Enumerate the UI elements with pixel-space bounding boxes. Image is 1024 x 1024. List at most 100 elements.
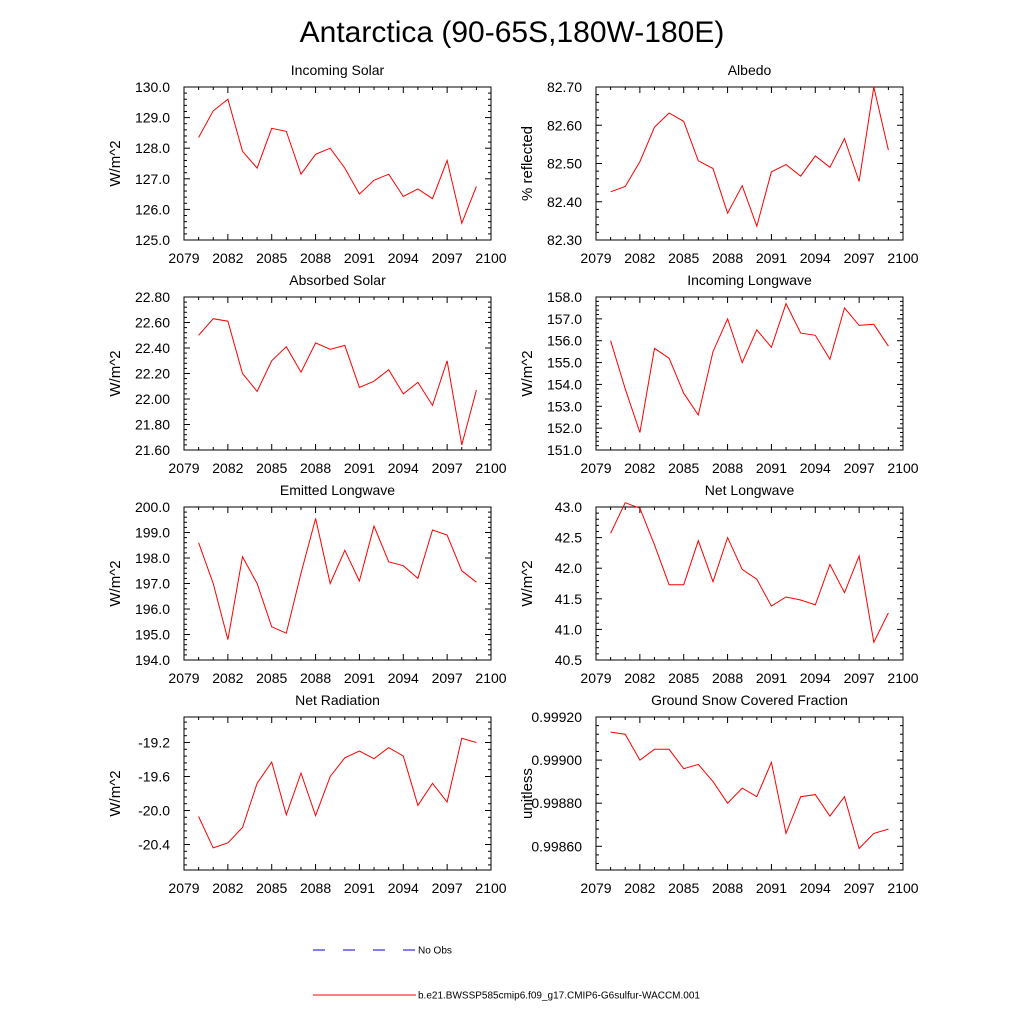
x-tick-label: 2091 bbox=[756, 460, 787, 476]
x-tick-label: 2091 bbox=[756, 670, 787, 686]
x-tick-label: 2097 bbox=[844, 250, 875, 266]
y-tick-label: 152.0 bbox=[547, 420, 582, 436]
x-tick-label: 2094 bbox=[800, 250, 831, 266]
x-tick-label: 2091 bbox=[344, 460, 375, 476]
x-tick-label: 2085 bbox=[256, 460, 287, 476]
panel-3: Incoming Longwave 2079 2082 2085 2088 2091 209… bbox=[519, 272, 919, 476]
y-tick-label: 198.0 bbox=[135, 550, 170, 566]
y-tick-label: 82.50 bbox=[547, 156, 582, 172]
x-tick-label: 2094 bbox=[800, 880, 831, 896]
y-tick-label: 0.99860 bbox=[531, 838, 582, 854]
x-tick-label: 2100 bbox=[887, 880, 918, 896]
y-tick-label: 200.0 bbox=[135, 499, 170, 515]
x-tick-label: 2088 bbox=[712, 460, 743, 476]
y-tick-label: -20.0 bbox=[138, 803, 170, 819]
y-tick-label: 22.80 bbox=[135, 289, 170, 305]
x-tick-label: 2094 bbox=[800, 460, 831, 476]
y-tick-label: 21.80 bbox=[135, 417, 170, 433]
x-tick-label: 2079 bbox=[168, 460, 199, 476]
x-tick-label: 2100 bbox=[475, 670, 506, 686]
x-tick-label: 2079 bbox=[580, 880, 611, 896]
x-tick-label: 2079 bbox=[580, 250, 611, 266]
y-tick-label: -19.2 bbox=[138, 735, 170, 751]
series-line bbox=[610, 86, 889, 228]
plot-frame bbox=[595, 86, 904, 241]
plot-frame bbox=[183, 296, 492, 451]
y-tick-label: 127.0 bbox=[135, 171, 170, 187]
y-axis-label: W/m^2 bbox=[107, 560, 124, 606]
x-tick-label: 2085 bbox=[256, 670, 287, 686]
y-tick-label: 21.60 bbox=[135, 442, 170, 458]
y-axis-label: W/m^2 bbox=[107, 350, 124, 396]
x-tick-label: 2082 bbox=[212, 880, 243, 896]
panel-title: Emitted Longwave bbox=[280, 482, 395, 498]
series-line bbox=[198, 98, 477, 225]
plot-frame bbox=[183, 506, 492, 661]
x-tick-label: 2091 bbox=[344, 250, 375, 266]
y-tick-label: 157.0 bbox=[547, 311, 582, 327]
y-tick-label: 156.0 bbox=[547, 333, 582, 349]
x-tick-label: 2094 bbox=[388, 250, 419, 266]
x-tick-label: 2094 bbox=[388, 880, 419, 896]
legend-label-no-obs: No Obs bbox=[418, 946, 452, 957]
panel-title: Net Radiation bbox=[295, 692, 380, 708]
series-line bbox=[610, 731, 889, 850]
y-axis-label: W/m^2 bbox=[519, 350, 536, 396]
x-tick-label: 2082 bbox=[212, 250, 243, 266]
x-tick-label: 2091 bbox=[756, 250, 787, 266]
y-axis-label: W/m^2 bbox=[519, 560, 536, 606]
plot-frame bbox=[183, 86, 492, 241]
y-tick-label: 153.0 bbox=[547, 398, 582, 414]
y-tick-label: 22.60 bbox=[135, 315, 170, 331]
x-tick-label: 2094 bbox=[388, 670, 419, 686]
figure-title: Antarctica (90-65S,180W-180E) bbox=[300, 16, 725, 49]
x-tick-label: 2091 bbox=[344, 670, 375, 686]
x-tick-label: 2085 bbox=[668, 880, 699, 896]
y-axis-label: % reflected bbox=[519, 126, 536, 201]
x-tick-label: 2079 bbox=[168, 670, 199, 686]
x-tick-label: 2085 bbox=[256, 250, 287, 266]
x-tick-label: 2082 bbox=[624, 460, 655, 476]
x-tick-label: 2085 bbox=[668, 670, 699, 686]
x-tick-label: 2100 bbox=[887, 670, 918, 686]
panel-title: Incoming Solar bbox=[291, 62, 385, 78]
x-tick-label: 2097 bbox=[432, 460, 463, 476]
x-tick-label: 2100 bbox=[475, 880, 506, 896]
x-tick-label: 2097 bbox=[844, 670, 875, 686]
y-tick-label: 22.40 bbox=[135, 340, 170, 356]
y-tick-label: -20.4 bbox=[138, 837, 170, 853]
y-tick-label: 82.30 bbox=[547, 232, 582, 248]
y-tick-label: 129.0 bbox=[135, 110, 170, 126]
series-line bbox=[198, 518, 477, 640]
x-tick-label: 2085 bbox=[256, 880, 287, 896]
x-tick-label: 2094 bbox=[388, 460, 419, 476]
panels: Incoming Solar 2079 2082 2085 2088 2091 2094 20… bbox=[107, 62, 919, 896]
series-line bbox=[610, 502, 889, 644]
x-tick-label: 2100 bbox=[475, 250, 506, 266]
y-tick-label: 195.0 bbox=[135, 627, 170, 643]
y-tick-label: 125.0 bbox=[135, 232, 170, 248]
x-tick-label: 2082 bbox=[624, 880, 655, 896]
x-tick-label: 2079 bbox=[168, 250, 199, 266]
x-tick-label: 2082 bbox=[624, 250, 655, 266]
y-tick-label: 0.99920 bbox=[531, 709, 582, 725]
plot-frame bbox=[595, 506, 904, 661]
panel-0: Incoming Solar 2079 2082 2085 2088 2091 2094 20… bbox=[107, 62, 507, 266]
x-tick-label: 2088 bbox=[712, 670, 743, 686]
x-tick-label: 2079 bbox=[580, 460, 611, 476]
y-tick-label: 197.0 bbox=[135, 576, 170, 592]
y-tick-label: 22.00 bbox=[135, 391, 170, 407]
y-tick-label: 155.0 bbox=[547, 355, 582, 371]
y-tick-label: 82.60 bbox=[547, 117, 582, 133]
y-tick-label: -19.6 bbox=[138, 769, 170, 785]
x-tick-label: 2079 bbox=[168, 880, 199, 896]
legend: No Obs b.e21.BWSSP585cmip6.f09_g17.CMIP6… bbox=[313, 946, 700, 1002]
y-tick-label: 158.0 bbox=[547, 289, 582, 305]
panel-6: Net Radiation 2079 2082 2085 2088 2091 2094 209… bbox=[107, 692, 507, 896]
x-tick-label: 2085 bbox=[668, 460, 699, 476]
panel-title: Albedo bbox=[728, 62, 772, 78]
y-tick-label: 41.0 bbox=[555, 621, 582, 637]
y-axis-label: unitless bbox=[519, 768, 536, 819]
x-tick-label: 2082 bbox=[624, 670, 655, 686]
